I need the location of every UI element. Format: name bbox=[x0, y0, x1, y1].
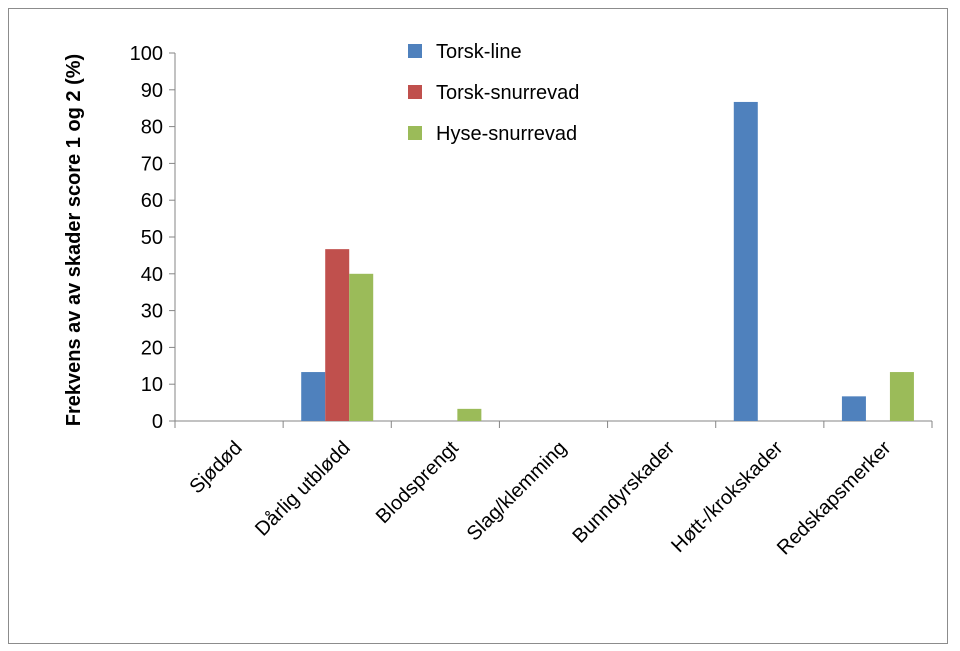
legend-label: Torsk-snurrevad bbox=[436, 82, 579, 104]
y-tick-label: 50 bbox=[141, 227, 163, 249]
y-tick-label: 70 bbox=[141, 153, 163, 175]
y-tick-label: 90 bbox=[141, 80, 163, 102]
x-tick-label: Høtt-/krokskader bbox=[667, 437, 787, 557]
x-tick-label: Blodsprengt bbox=[372, 437, 463, 528]
y-tick-label: 60 bbox=[141, 190, 163, 212]
bar-torsk-snurrevad-1 bbox=[325, 249, 350, 421]
y-tick-label: 40 bbox=[141, 264, 163, 286]
x-tick-label: Redskapsmerker bbox=[773, 437, 896, 560]
legend-label: Torsk-line bbox=[436, 41, 522, 63]
y-tick-label: 10 bbox=[141, 374, 163, 396]
chart-frame bbox=[8, 8, 948, 644]
legend-swatch bbox=[408, 126, 422, 140]
bar-torsk-line-1 bbox=[301, 372, 326, 421]
bars bbox=[301, 101, 914, 421]
legend-swatch bbox=[408, 44, 422, 58]
legend-label: Hyse-snurrevad bbox=[436, 123, 577, 145]
x-tick-label: Dårlig utblødd bbox=[251, 437, 355, 541]
bar-torsk-line-6 bbox=[841, 396, 866, 421]
y-tick-label: 20 bbox=[141, 337, 163, 359]
x-tick-labels: Sjødød Dårlig utblødd Blodsprengt Slag/klem… bbox=[185, 437, 895, 560]
y-tick-label: 0 bbox=[152, 411, 163, 433]
legend: Torsk-line Torsk-snurrevad Hyse-snurrevad bbox=[408, 41, 579, 145]
bar-hyse-snurrevad-2 bbox=[457, 408, 482, 421]
x-tick-label: Bunndyrskader bbox=[568, 437, 679, 548]
bar-torsk-line-5 bbox=[733, 101, 758, 421]
bar-hyse-snurrevad-6 bbox=[889, 372, 914, 421]
y-tick-labels: 0 10 20 30 40 50 60 70 80 90 100 bbox=[130, 43, 163, 433]
axes bbox=[169, 52, 933, 428]
x-tick-label: Slag/klemming bbox=[463, 437, 571, 545]
x-tick-label: Sjødød bbox=[185, 437, 246, 498]
y-tick-label: 30 bbox=[141, 301, 163, 323]
y-tick-label: 80 bbox=[141, 117, 163, 139]
y-tick-label: 100 bbox=[130, 43, 163, 65]
y-axis-title: Frekvens av av skader score 1 og 2 (%) bbox=[63, 54, 85, 426]
legend-swatch bbox=[408, 85, 422, 99]
bar-hyse-snurrevad-1 bbox=[349, 273, 374, 421]
